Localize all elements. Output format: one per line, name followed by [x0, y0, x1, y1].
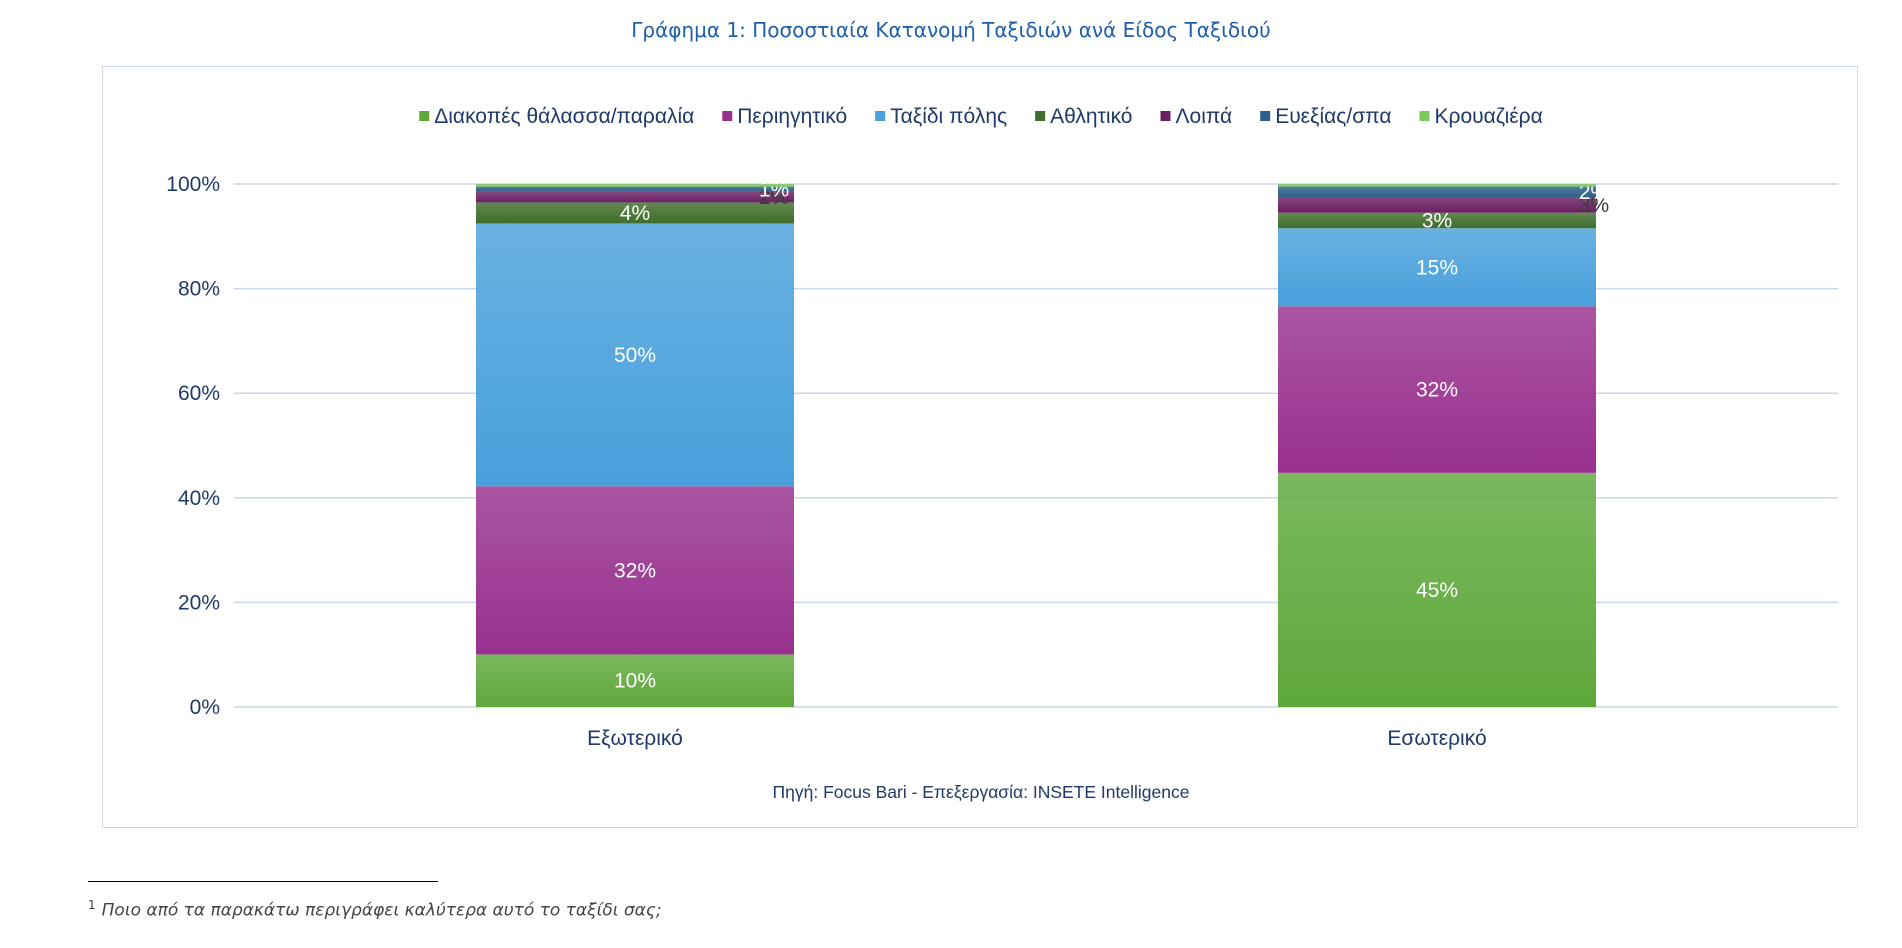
x-category-label: Εξωτερικό — [587, 727, 683, 750]
legend-label: Λοιπά — [1175, 105, 1232, 128]
x-category-label: Εσωτερικό — [1387, 727, 1486, 750]
footnote-divider — [88, 881, 438, 882]
y-tick-label: 60% — [178, 382, 220, 405]
stacked-bar-chart: 0% 20% 40% 60% 80% 100% Διακοπές θάλασσα/παραλ… — [166, 105, 1838, 802]
legend-item-διακοπές-θάλασσα-παραλία: Διακοπές θάλασσα/παραλία — [419, 105, 694, 128]
data-label: 2% — [759, 186, 789, 209]
data-label: 45% — [1416, 579, 1458, 602]
data-label: 50% — [614, 344, 656, 367]
data-label: 32% — [614, 559, 656, 582]
footnote-mark: 1 — [88, 898, 96, 912]
y-tick-label: 0% — [190, 696, 220, 719]
legend-item-ευεξίας-σπα: Ευεξίας/σπα — [1260, 105, 1392, 128]
y-tick-label: 100% — [166, 173, 220, 196]
legend-label: Περιηγητικό — [737, 105, 847, 128]
legend-item-περιηγητικό: Περιηγητικό — [722, 105, 847, 128]
bar-διακοπές-θάλασσα-παραλία-εξωτερικό — [476, 654, 794, 707]
legend-label: Κρουαζιέρα — [1435, 105, 1543, 128]
y-tick-label: 80% — [178, 278, 220, 301]
y-tick-label: 40% — [178, 487, 220, 510]
legend-swatch — [1160, 111, 1171, 121]
legend-label: Ευεξίας/σπα — [1275, 105, 1391, 128]
bar-ευεξίας-σπα-εξωτερικό — [476, 186, 794, 192]
legend-item-αθλητικό: Αθλητικό — [1035, 105, 1133, 128]
footnote-text: Ποιο από τα παρακάτω περιγράφει καλύτερα… — [101, 900, 662, 921]
bar-κρουαζιέρα-εσωτερικό — [1278, 184, 1596, 187]
legend-swatch — [1260, 111, 1271, 121]
legend-label: Αθλητικό — [1050, 105, 1132, 128]
legend-swatch — [419, 111, 430, 121]
legend-label: Ταξίδι πόλης — [890, 105, 1007, 128]
bar-κρουαζιέρα-εξωτερικό — [476, 184, 794, 187]
bar-ταξίδι-πόλης-εξωτερικό — [476, 223, 794, 487]
bar-λοιπά-εξωτερικό — [476, 191, 794, 203]
legend-item-λοιπά: Λοιπά — [1160, 105, 1232, 128]
y-tick-label: 20% — [178, 591, 220, 614]
data-label: 3% — [1579, 194, 1609, 217]
footnote: 1 Ποιο από τα παρακάτω περιγράφει καλύτερ… — [88, 898, 662, 921]
bar-ταξίδι-πόλης-εσωτερικό — [1278, 228, 1596, 307]
bar-περιηγητικό-εξωτερικό — [476, 486, 794, 655]
data-label: 15% — [1416, 256, 1458, 279]
data-label: 1% — [759, 178, 789, 201]
chart-caption: Γράφημα 1: Ποσοστιαία Κατανομή Ταξιδιών … — [631, 18, 1271, 42]
legend-label: Διακοπές θάλασσα/παραλία — [434, 105, 694, 128]
data-label: 32% — [1416, 379, 1458, 402]
legend-swatch — [722, 111, 733, 121]
legend-item-ταξίδι-πόλης: Ταξίδι πόλης — [875, 105, 1007, 128]
bar-ευεξίας-σπα-εσωτερικό — [1278, 186, 1596, 198]
bar-αθλητικό-εσωτερικό — [1278, 212, 1596, 229]
legend-swatch — [1419, 111, 1430, 121]
legend-swatch — [1035, 111, 1046, 121]
data-label: 4% — [620, 202, 650, 225]
source-note: Πηγή: Focus Bari - Επεξεργασία: INSETE I… — [773, 782, 1190, 802]
data-label: 3% — [1422, 209, 1452, 232]
bar-διακοπές-θάλασσα-παραλία-εσωτερικό — [1278, 472, 1596, 707]
bar-αθλητικό-εξωτερικό — [476, 202, 794, 224]
legend-swatch — [875, 111, 886, 121]
legend-item-κρουαζιέρα: Κρουαζιέρα — [1419, 105, 1543, 128]
chart-frame: 0% 20% 40% 60% 80% 100% Διακοπές θάλασσα/παραλ… — [102, 66, 1858, 828]
bar-περιηγητικό-εσωτερικό — [1278, 306, 1596, 473]
bar-λοιπά-εσωτερικό — [1278, 197, 1596, 213]
data-label: 10% — [614, 670, 656, 693]
